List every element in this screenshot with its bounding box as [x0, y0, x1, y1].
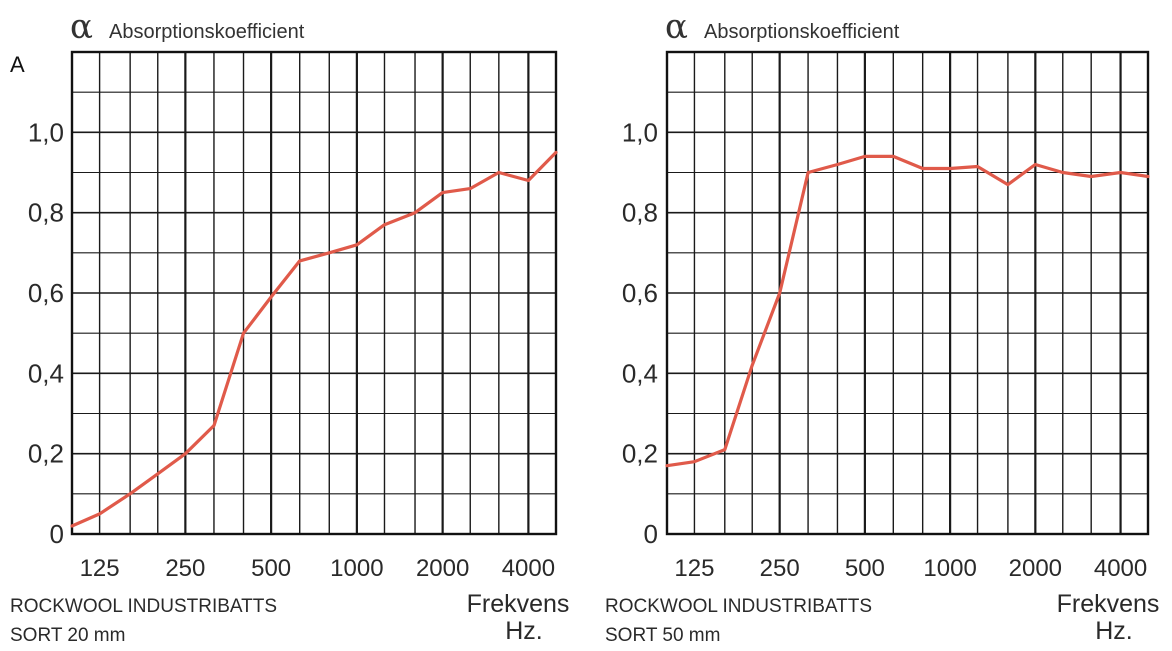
x-tick-label: 4000 [1094, 555, 1147, 582]
x-tick-label: 2000 [1009, 555, 1062, 582]
y-tick-label: 0,6 [622, 278, 658, 308]
y-tick-label: 0 [50, 519, 64, 549]
alpha-symbol: α [665, 7, 688, 47]
panel-letter: A [10, 52, 25, 77]
x-axis-unit: Hz. [1095, 617, 1133, 645]
x-tick-label: 2000 [416, 555, 469, 582]
y-tick-label: 1,0 [622, 117, 658, 147]
x-tick-label: 1000 [923, 555, 976, 582]
y-tick-label: 0 [644, 519, 658, 549]
absorption-curve [70, 150, 558, 528]
caption-product: ROCKWOOL INDUSTRIBATTS [10, 596, 277, 617]
x-tick-label: 500 [845, 555, 885, 582]
plot-frame [665, 50, 1150, 536]
chart-panel-1: 0 0,2 0,4 0,6 0,8 1,0 125 250 500 1000 2000 4000 α Ab… [10, 7, 569, 646]
x-tick-label: 125 [674, 555, 714, 582]
caption-product: ROCKWOOL INDUSTRIBATTS [605, 596, 872, 617]
x-tick-label: 250 [165, 555, 205, 582]
y-tick-label: 0,4 [622, 358, 658, 388]
absorption-curve [665, 154, 1150, 468]
y-tick-label: 1,0 [28, 117, 64, 147]
alpha-symbol: α [70, 7, 93, 47]
y-tick-label: 0,2 [28, 439, 64, 469]
y-tick-label: 0,4 [28, 358, 64, 388]
x-tick-label: 125 [80, 555, 120, 582]
x-axis-title: Frekvens [1057, 590, 1160, 618]
x-tick-label: 1000 [330, 555, 383, 582]
y-axis-title: Absorptionskoefficient [704, 21, 900, 43]
y-tick-label: 0,8 [28, 198, 64, 228]
caption-thickness: SORT 20 mm [10, 625, 125, 646]
plot-frame [70, 50, 558, 536]
chart-panel-2: 0 0,2 0,4 0,6 0,8 1,0 125 250 500 1000 2000 4000 α Ab… [605, 7, 1159, 646]
y-tick-label: 0,8 [622, 198, 658, 228]
x-tick-label: 500 [251, 555, 291, 582]
x-tick-label: 4000 [502, 555, 555, 582]
caption-thickness: SORT 50 mm [605, 625, 720, 646]
x-tick-label: 250 [760, 555, 800, 582]
x-axis-title: Frekvens [467, 590, 570, 618]
x-axis-unit: Hz. [505, 617, 543, 645]
y-axis-title: Absorptionskoefficient [109, 21, 305, 43]
y-tick-label: 0,6 [28, 278, 64, 308]
y-tick-label: 0,2 [622, 439, 658, 469]
